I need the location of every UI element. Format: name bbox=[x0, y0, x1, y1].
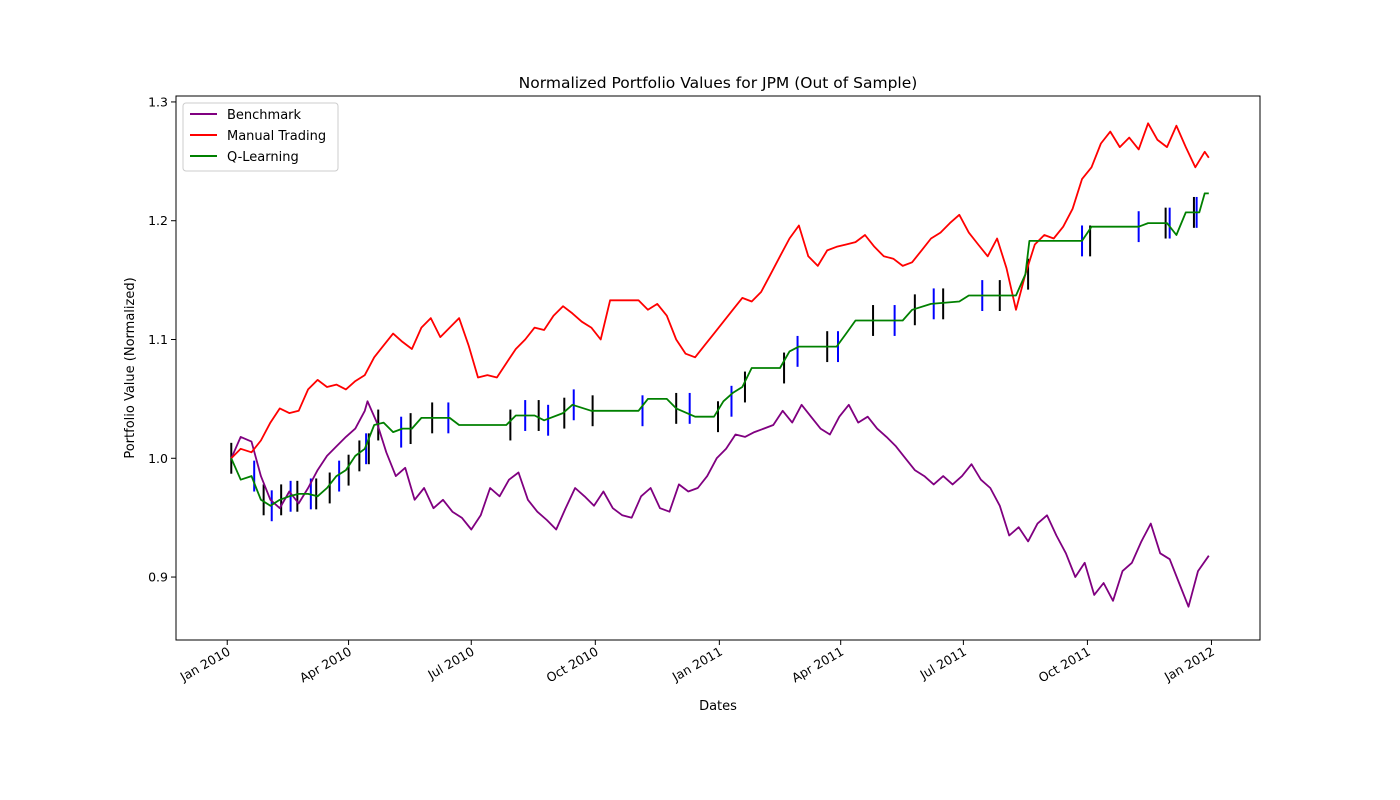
series-line-benchmark bbox=[230, 400, 1210, 608]
x-axis-label: Dates bbox=[699, 699, 737, 714]
y-tick-label: 1.3 bbox=[148, 94, 168, 109]
legend: Benchmark Manual Trading Q-Learning bbox=[182, 102, 339, 172]
series-line-manual-trading bbox=[230, 122, 1210, 459]
series-line-q-learning bbox=[230, 192, 1209, 507]
legend-label-benchmark: Benchmark bbox=[227, 108, 302, 123]
legend-label-q-learning: Q-Learning bbox=[227, 150, 299, 165]
y-tick-label: 1.2 bbox=[148, 213, 168, 228]
chart-title: Normalized Portfolio Values for JPM (Out… bbox=[519, 74, 918, 92]
y-tick-label: 0.9 bbox=[148, 570, 168, 585]
lines-layer bbox=[230, 122, 1210, 608]
legend-box bbox=[182, 102, 339, 172]
axes-frame bbox=[175, 95, 1261, 641]
y-axis-label: Portfolio Value (Normalized) bbox=[123, 277, 138, 458]
y-tick-label: 1.0 bbox=[148, 451, 168, 466]
y-tick-label: 1.1 bbox=[148, 332, 168, 347]
legend-label-manual-trading: Manual Trading bbox=[227, 129, 326, 144]
